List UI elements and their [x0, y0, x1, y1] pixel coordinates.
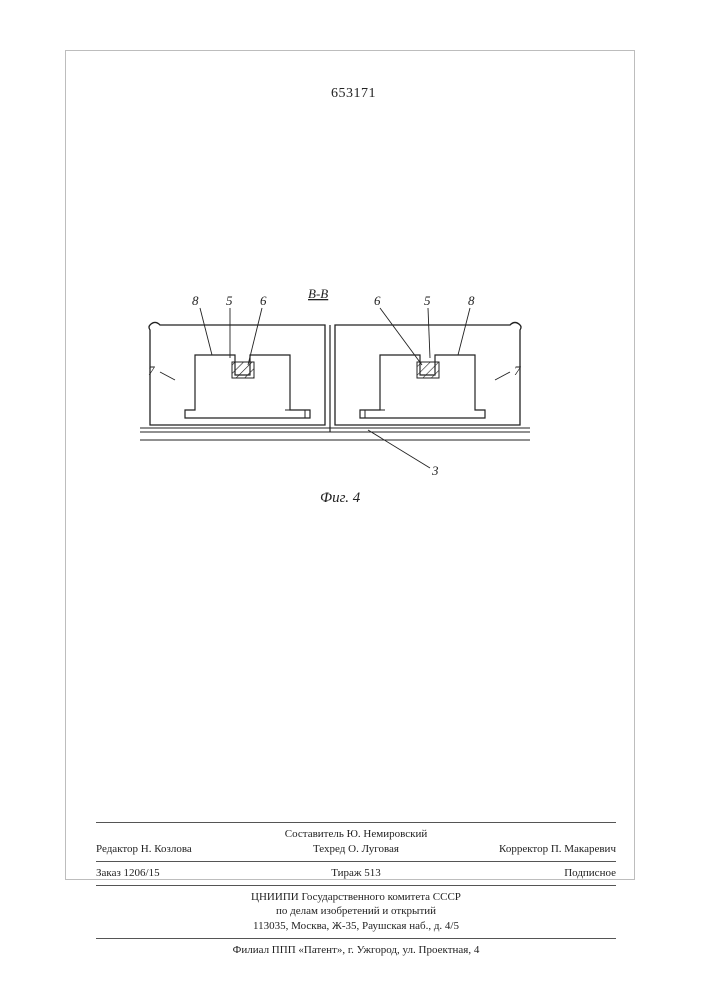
label-6-left: 6 [260, 293, 267, 308]
document-number: 653171 [331, 86, 376, 102]
footer-print-row: Заказ 1206/15 Тираж 513 Подписное [96, 866, 616, 881]
figure-4: В-В [130, 280, 540, 480]
footer-rule-4 [96, 938, 616, 939]
footer-rule-1 [96, 822, 616, 823]
footer-tirazh: Тираж 513 [269, 866, 442, 881]
figure-caption: Фиг. 4 [320, 490, 360, 507]
figure-svg: В-В [130, 280, 540, 480]
footer-branch: Филиал ППП «Патент», г. Ужгород, ул. Про… [96, 943, 616, 958]
footer-org-2: по делам изобретений и открытий [96, 904, 616, 919]
footer-compiler: Составитель Ю. Немировский [96, 827, 616, 842]
footer-corrector: Корректор П. Макаревич [443, 842, 616, 857]
label-8-left: 8 [192, 293, 199, 308]
footer-org-1: ЦНИИПИ Государственного комитета СССР [96, 890, 616, 905]
label-3: 3 [431, 463, 439, 478]
footer-rule-2 [96, 861, 616, 862]
footer-rule-3 [96, 885, 616, 886]
label-5-left: 5 [226, 293, 233, 308]
label-5-right: 5 [424, 293, 431, 308]
footer-credits-row: Редактор Н. Козлова Техред О. Луговая Ко… [96, 842, 616, 857]
footer-signed: Подписное [443, 866, 616, 881]
page: 653171 В-В [0, 0, 707, 1000]
footer-addr: 113035, Москва, Ж-35, Раушская наб., д. … [96, 919, 616, 934]
label-8-right: 8 [468, 293, 475, 308]
label-7-right: 7 [514, 363, 521, 378]
label-7-left: 7 [148, 363, 155, 378]
footer-block: Составитель Ю. Немировский Редактор Н. К… [96, 822, 616, 958]
footer-techred: Техред О. Луговая [269, 842, 442, 857]
footer-editor: Редактор Н. Козлова [96, 842, 269, 857]
label-6-right: 6 [374, 293, 381, 308]
section-label: В-В [308, 286, 328, 301]
footer-order: Заказ 1206/15 [96, 866, 269, 881]
